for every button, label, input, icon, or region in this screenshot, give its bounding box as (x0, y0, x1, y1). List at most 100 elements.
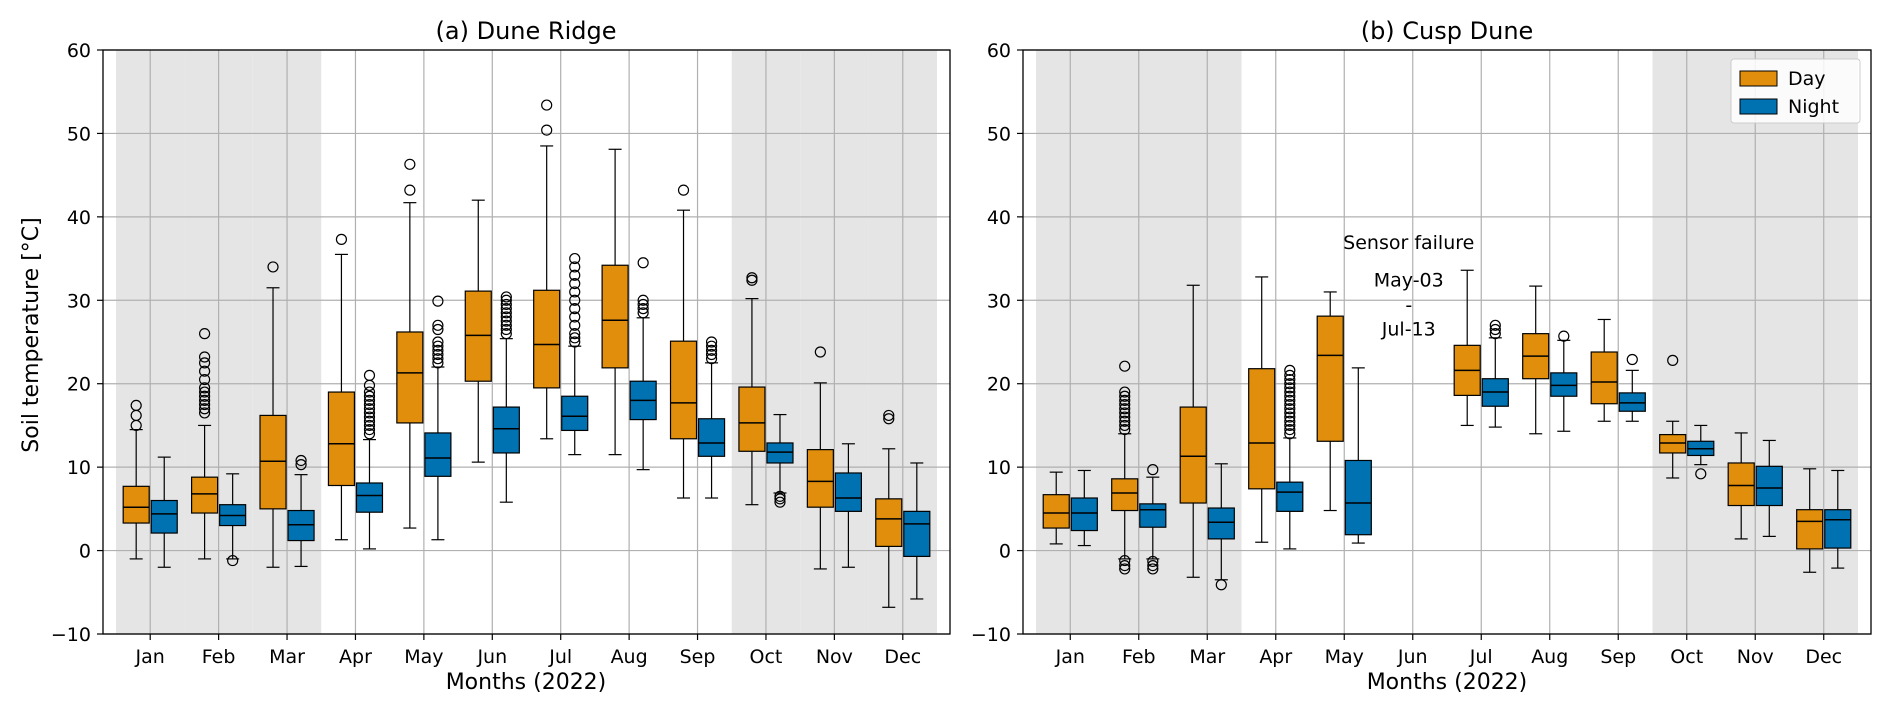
outlier-point (267, 261, 279, 273)
outlier-point (198, 357, 211, 369)
outlier-point (432, 353, 444, 365)
box-iqr (1618, 392, 1646, 412)
x-tick-label-oct: Oct (750, 646, 783, 668)
outlier-point (541, 99, 553, 111)
x-tick-label-dec: Dec (1805, 646, 1842, 668)
outlier-point (1284, 411, 1296, 423)
box-iqr (1659, 434, 1687, 454)
box-day-nov (1727, 432, 1755, 540)
y-tick-label: −10 (51, 624, 91, 646)
outlier-point (363, 403, 376, 415)
x-tick-label-jun: Jun (1397, 646, 1428, 668)
box-night-jan (1070, 469, 1098, 547)
outlier-point (1119, 360, 1131, 372)
outlier-point (541, 124, 553, 136)
box-iqr (1139, 503, 1167, 528)
legend-label-day: Day (1788, 68, 1826, 90)
box-day-dec (1796, 468, 1824, 573)
legend-swatch-night (1739, 98, 1778, 115)
axes-frame (1022, 49, 1872, 635)
box-iqr (1344, 459, 1372, 536)
outlier-point (569, 319, 581, 331)
box-night-jul (561, 252, 589, 456)
y-tick-label: 20 (67, 374, 91, 396)
outlier-point (637, 298, 649, 311)
series-night (1070, 319, 1852, 591)
outlier-point (569, 303, 581, 315)
outlier-point (500, 328, 512, 340)
y-tick-label: 30 (987, 290, 1011, 312)
y-axis-label: Soil temperature [°C] (19, 217, 44, 452)
outlier-point (569, 311, 581, 323)
outlier-point (1119, 386, 1131, 398)
box-iqr (533, 289, 561, 389)
outlier-point (432, 336, 444, 348)
outlier-point (569, 294, 581, 306)
outlier-point (500, 307, 512, 319)
x-tick-label-apr: Apr (339, 646, 372, 668)
box-day-jul (1453, 269, 1481, 427)
outlier-point (363, 428, 376, 440)
x-tick-label-sep: Sep (680, 646, 716, 668)
y-tick-label: 30 (67, 290, 91, 312)
outlier-point (637, 257, 649, 269)
box-iqr (1207, 507, 1235, 540)
x-tick-label-mar: Mar (1189, 646, 1225, 668)
outlier-point (1284, 428, 1296, 440)
outlier-point (432, 357, 444, 369)
outlier-point (1147, 555, 1159, 568)
outlier-point (363, 407, 376, 419)
outlier-point (363, 386, 376, 398)
panel-title: (a) Dune Ridge (436, 17, 617, 45)
outlier-point (1284, 390, 1296, 402)
outlier-point (1284, 398, 1296, 411)
outlier-point (569, 286, 581, 298)
box-iqr (150, 499, 178, 534)
axes-frame (102, 49, 951, 635)
outlier-point (1284, 373, 1296, 386)
box-iqr (738, 386, 766, 452)
x-tick-label-jun: Jun (476, 646, 507, 668)
outlier-point (363, 415, 376, 427)
plot-area: −10 0 10 20 30 40 50 60 Jan Feb Mar Apr May Jun Jul Aug… (51, 40, 951, 668)
outlier-point (432, 323, 444, 336)
box-iqr (1316, 315, 1344, 442)
x-tick-label-oct: Oct (1670, 646, 1703, 668)
outlier-point (432, 295, 444, 307)
outlier-point (198, 328, 211, 340)
y-tick-label: 40 (987, 207, 1011, 229)
outlier-point (883, 409, 895, 422)
outlier-point (198, 390, 211, 402)
outlier-point (1284, 369, 1296, 381)
box-iqr (875, 498, 903, 547)
box-iqr (1042, 494, 1070, 529)
box-night-dec (903, 462, 931, 600)
panel-dune-ridge: −10 0 10 20 30 40 50 60 Jan Feb Mar Apr May Jun Jul Aug… (51, 17, 951, 695)
box-iqr (464, 290, 492, 382)
outlier-point (1284, 403, 1296, 415)
outlier-point (500, 319, 512, 331)
outlier-point (198, 382, 211, 394)
outlier-point (1119, 407, 1131, 419)
box-iqr (697, 418, 726, 457)
x-tick-label-jan: Jan (1055, 646, 1085, 668)
outlier-point (569, 332, 581, 344)
outlier-point (500, 294, 512, 306)
outlier-point (363, 390, 376, 402)
outlier-point (404, 184, 416, 196)
outlier-point (363, 394, 376, 406)
outlier-point (705, 340, 718, 352)
box-day-jul (533, 99, 561, 440)
y-tick-label: 10 (987, 457, 1011, 479)
outlier-point (569, 328, 581, 340)
panel-cusp-dune: −10 0 10 20 30 40 50 60 Jan Feb Mar Apr May Jun Jul Aug… (971, 17, 1872, 695)
outlier-point (295, 454, 307, 467)
outlier-point (1284, 394, 1296, 406)
box-day-nov (806, 346, 834, 570)
y-tick-label: 20 (987, 374, 1011, 396)
outlier-point (1284, 378, 1296, 390)
outlier-point (1119, 554, 1131, 567)
box-night-feb (1139, 464, 1167, 575)
box-iqr (1550, 372, 1578, 397)
x-tick-label-may: May (404, 646, 443, 668)
